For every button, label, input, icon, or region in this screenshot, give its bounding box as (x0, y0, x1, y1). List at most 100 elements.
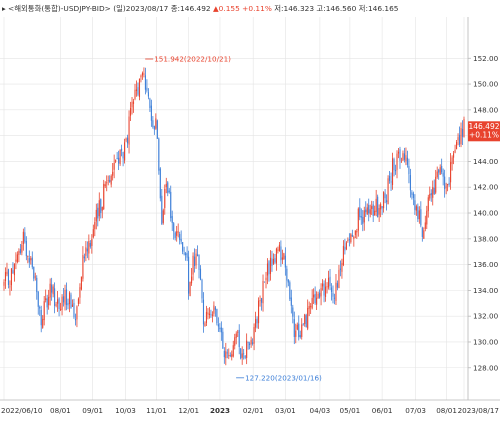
candle (150, 99, 152, 127)
candle (231, 350, 233, 361)
candle (155, 113, 157, 130)
y-tick-label: 136.00 (473, 260, 499, 269)
candle (9, 280, 11, 296)
y-tick-label: 128.00 (473, 363, 499, 372)
candle (369, 204, 371, 218)
header-high: 146.560 (326, 4, 357, 13)
candle (426, 205, 428, 230)
candle (394, 164, 397, 175)
candle (390, 172, 392, 192)
x-tick-label: 08/01 (436, 406, 457, 415)
header-close-label: 종: (171, 4, 180, 13)
candle (375, 189, 377, 217)
candle (65, 282, 68, 311)
candle (179, 231, 181, 245)
candle (363, 206, 365, 231)
candle (461, 120, 464, 146)
candle (272, 253, 274, 266)
candle (173, 221, 175, 240)
candle (183, 246, 185, 256)
candle (97, 203, 99, 227)
candle (152, 116, 154, 129)
candle (266, 258, 269, 285)
candle (62, 287, 65, 307)
candle (73, 298, 75, 319)
candle (36, 275, 38, 300)
candle (113, 154, 115, 179)
candle (444, 169, 446, 198)
candle (402, 150, 404, 162)
candle (314, 286, 316, 305)
header-low: 146.323 (284, 4, 315, 13)
candle (255, 311, 257, 333)
header-icon[interactable]: ▸ (2, 4, 6, 13)
candle (356, 228, 358, 239)
candle (386, 194, 388, 211)
candle (54, 282, 56, 314)
candle (344, 238, 346, 255)
candle (219, 323, 221, 333)
candle (435, 169, 437, 195)
candle (351, 229, 353, 238)
candle (46, 294, 48, 315)
candle (451, 155, 453, 171)
candle (298, 315, 300, 341)
candle (296, 322, 298, 331)
x-tick-label: 10/03 (115, 406, 136, 415)
x-tick-label: 06/01 (372, 406, 393, 415)
candle (268, 260, 270, 282)
candle (45, 289, 47, 303)
candle (71, 299, 74, 307)
candle (454, 144, 456, 154)
candle (138, 78, 141, 101)
candle (371, 200, 373, 215)
header-change: ▲0.155 (213, 4, 240, 13)
candle (226, 349, 228, 359)
candle (125, 137, 127, 143)
candle (290, 289, 292, 314)
candle (378, 204, 380, 222)
candle (433, 179, 435, 196)
candle (274, 254, 276, 265)
candle (31, 251, 33, 270)
candle (164, 184, 166, 215)
candle (421, 226, 423, 242)
candle (441, 158, 443, 175)
candle (199, 265, 202, 281)
x-tick-label: 08/01 (50, 406, 71, 415)
candle (30, 256, 32, 265)
header-open: 146.165 (368, 4, 399, 13)
candle (243, 348, 245, 360)
candle (107, 175, 109, 186)
candle (229, 352, 231, 358)
candle (460, 122, 462, 148)
candle (222, 327, 224, 349)
candle (48, 289, 50, 310)
candle (320, 283, 322, 306)
candle (302, 322, 304, 326)
candle (168, 188, 170, 194)
candle (348, 233, 350, 247)
candle (217, 317, 219, 332)
candle (380, 202, 382, 218)
candles (3, 67, 465, 366)
header-open-label: 저: (359, 4, 368, 13)
candle (121, 144, 123, 157)
candle (341, 258, 343, 279)
x-tick-label: 2023/08/17 (458, 406, 499, 415)
candle (377, 194, 379, 218)
candle (430, 189, 432, 202)
candle (277, 246, 279, 254)
candle (143, 67, 145, 78)
candle (383, 191, 385, 213)
candle (216, 308, 218, 326)
candle (393, 157, 395, 177)
candle (144, 67, 146, 95)
candle (400, 157, 403, 163)
candle (323, 280, 325, 303)
candle (249, 341, 251, 350)
candle (417, 203, 419, 223)
candle (456, 139, 458, 150)
